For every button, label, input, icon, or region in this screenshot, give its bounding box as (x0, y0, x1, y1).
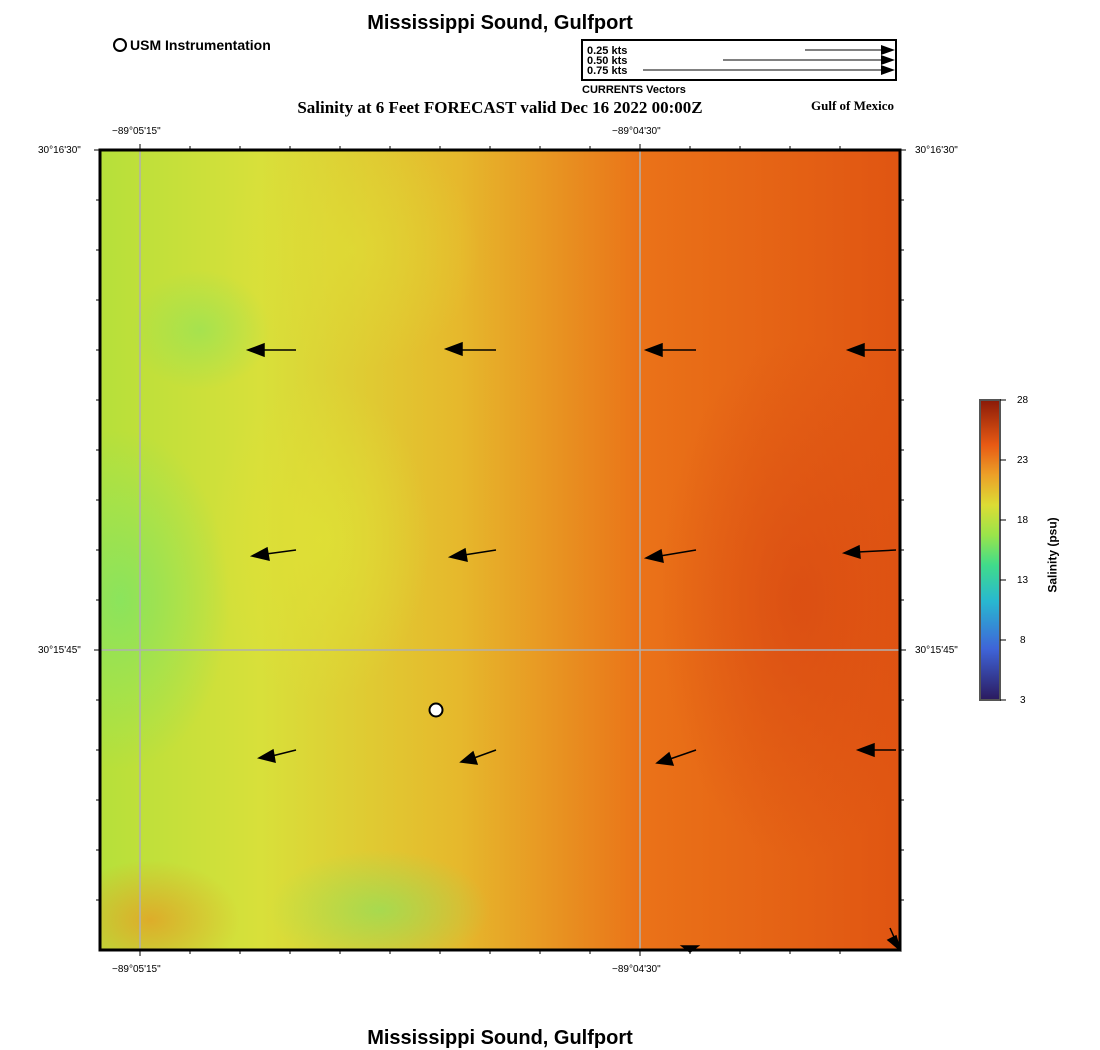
usm-station-marker (428, 702, 444, 718)
colorbar-tick: 18 (1017, 515, 1029, 526)
current-arrow-icon (855, 742, 896, 758)
current-arrow-icon (679, 945, 701, 953)
colorbar-tick: 28 (1017, 395, 1029, 406)
vector-legend-arrows (643, 45, 895, 75)
current-arrow-icon (443, 341, 496, 357)
salinity-field (100, 150, 900, 950)
colorbar-tick: 23 (1017, 455, 1029, 466)
vector-legend-row: 0.50 kts (587, 55, 628, 67)
current-arrow-icon (643, 342, 696, 358)
current-vectors (245, 341, 902, 953)
current-arrow-icon (841, 544, 897, 560)
colorbar-label: Salinity (psu) (1045, 517, 1060, 593)
region-label: Gulf of Mexico (811, 98, 895, 113)
current-arrow-icon (447, 547, 497, 562)
vector-legend-row: 0.75 kts (587, 65, 628, 77)
lon-label-top: −89°05'15" (112, 126, 161, 137)
current-arrow-icon (886, 927, 902, 953)
current-arrow-icon (249, 546, 297, 561)
salinity-colorbar (979, 399, 1001, 701)
colorbar-tick: 8 (1020, 635, 1026, 646)
lon-label-bottom: −89°05'15" (112, 964, 161, 975)
vector-legend-caption: CURRENTS Vectors (582, 84, 686, 96)
current-arrow-icon (643, 548, 697, 563)
current-arrow-icon (257, 748, 297, 764)
map-title: Mississippi Sound, Gulfport (367, 12, 633, 34)
lat-label-right: 30°16'30" (915, 145, 958, 156)
current-arrow-icon (655, 749, 697, 766)
lat-label-left: 30°15'45" (38, 645, 81, 656)
graticule (100, 150, 900, 950)
lon-label-bottom: −89°04'30" (612, 964, 661, 975)
current-arrow-icon (245, 342, 296, 358)
vector-legend-row: 0.25 kts (587, 45, 628, 57)
lat-label-left: 30°16'30" (38, 145, 81, 156)
colorbar-tick: 13 (1017, 575, 1029, 586)
frame-ticks (94, 144, 906, 956)
usm-legend: USM Instrumentation (113, 37, 271, 53)
footer-title: Mississippi Sound, Gulfport (367, 1027, 633, 1049)
vector-legend-box: 0.25 kts 0.50 kts 0.75 kts (581, 39, 897, 81)
usm-circle-icon (113, 38, 127, 52)
colorbar-tick: 3 (1020, 695, 1026, 706)
current-arrow-icon (845, 342, 896, 358)
lon-label-top: −89°04'30" (612, 126, 661, 137)
usm-legend-label: USM Instrumentation (130, 37, 271, 53)
lat-label-right: 30°15'45" (915, 645, 958, 656)
forecast-subtitle: Salinity at 6 Feet FORECAST valid Dec 16… (297, 98, 703, 117)
current-arrow-icon (459, 749, 497, 765)
